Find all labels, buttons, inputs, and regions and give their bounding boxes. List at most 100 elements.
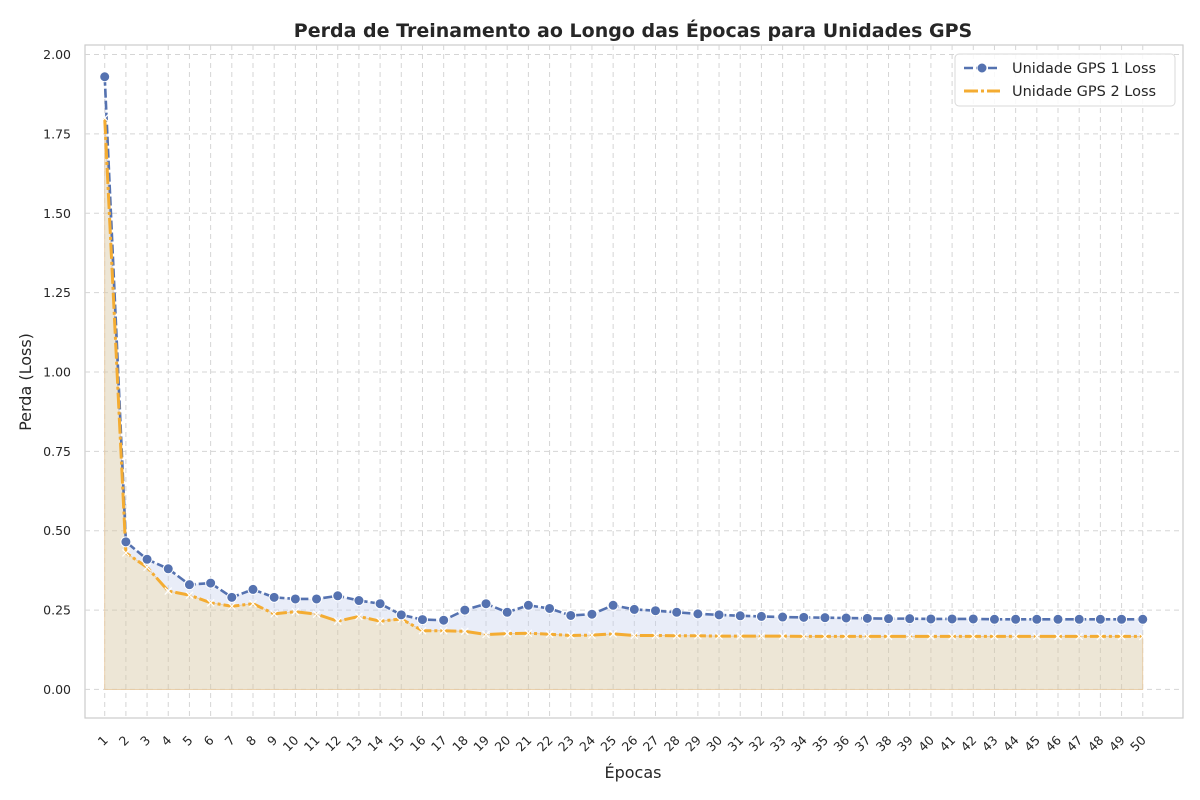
x-tick-label: 16 xyxy=(407,732,429,754)
x-marker-stroke xyxy=(460,627,469,636)
x-marker-stroke xyxy=(439,626,448,635)
x-tick-label: 7 xyxy=(222,733,238,749)
x-tick-label: 29 xyxy=(682,732,704,754)
x-marker-stroke xyxy=(757,632,766,641)
series-point-gps1 xyxy=(671,606,683,618)
x-tick-label: 24 xyxy=(576,732,598,754)
x-tick-label: 12 xyxy=(322,733,344,755)
series-point-gps2 xyxy=(1117,632,1126,641)
x-tick-label: 40 xyxy=(915,732,937,754)
x-marker-stroke xyxy=(206,598,215,607)
x-tick-label: 23 xyxy=(555,733,577,755)
y-tick-label: 2.00 xyxy=(43,47,71,62)
x-tick-label: 32 xyxy=(746,733,768,755)
series-point-gps2 xyxy=(672,631,681,640)
series-point-gps1 xyxy=(798,611,810,623)
x-tick-label: 17 xyxy=(428,733,450,755)
series-point-gps1 xyxy=(819,612,831,624)
series-point-gps2 xyxy=(121,549,130,557)
series-point-gps2 xyxy=(1011,632,1020,641)
series-point-gps2 xyxy=(312,610,321,619)
x-marker-stroke xyxy=(164,587,173,595)
series-point-gps1 xyxy=(522,599,534,611)
series-point-gps1 xyxy=(565,609,577,621)
x-marker-stroke xyxy=(609,629,618,638)
x-tick-label: 38 xyxy=(873,732,895,754)
x-tick-label: 18 xyxy=(449,732,471,754)
series-point-gps1 xyxy=(544,602,556,614)
x-tick-label: 50 xyxy=(1127,732,1149,754)
series-point-gps2 xyxy=(376,617,385,626)
series-point-gps2 xyxy=(1096,632,1105,641)
series-point-gps2 xyxy=(842,632,851,641)
y-axis-label: Perda (Loss) xyxy=(16,333,35,431)
x-marker-stroke xyxy=(926,632,935,641)
series-point-gps1 xyxy=(353,595,365,607)
x-tick-label: 27 xyxy=(640,733,662,755)
legend: Unidade GPS 1 Loss Unidade GPS 2 Loss xyxy=(954,53,1176,107)
series-point-gps1 xyxy=(162,563,174,575)
x-tick-label: 43 xyxy=(979,733,1001,755)
series-point-gps1 xyxy=(120,536,132,548)
series-point-gps2 xyxy=(757,632,766,641)
x-tick-label: 39 xyxy=(894,732,916,754)
series-point-gps2 xyxy=(249,599,257,608)
x-tick-label: 8 xyxy=(243,732,259,748)
x-marker-stroke xyxy=(524,629,533,638)
x-tick-label: 19 xyxy=(470,732,492,754)
x-marker-stroke xyxy=(905,632,914,641)
y-tick-labels: 0.00 0.25 0.50 0.75 1.00 1.25 1.50 1.75 2.00 xyxy=(43,47,71,697)
x-tick-label: 26 xyxy=(619,732,641,754)
x-marker-stroke xyxy=(418,626,427,635)
x-marker-stroke xyxy=(778,632,787,641)
x-tick-label: 47 xyxy=(1063,733,1085,755)
series-point-gps2 xyxy=(418,626,427,635)
x-tick-label: 42 xyxy=(958,733,980,755)
series-point-gps1 xyxy=(395,609,407,621)
series-point-gps2 xyxy=(1138,632,1147,641)
series-point-gps1 xyxy=(1116,613,1128,625)
x-tick-label: 34 xyxy=(788,732,810,754)
x-tick-label: 10 xyxy=(280,732,302,754)
x-marker-stroke xyxy=(121,549,130,557)
series-point-gps1 xyxy=(967,613,979,625)
series-point-gps2 xyxy=(778,632,787,641)
series-point-gps2 xyxy=(185,591,194,600)
series-point-gps1 xyxy=(141,553,153,565)
series-point-gps2 xyxy=(100,114,109,122)
series-point-gps1 xyxy=(416,614,428,626)
x-marker-stroke xyxy=(863,632,872,641)
series-point-gps1 xyxy=(904,613,916,625)
series-point-gps2 xyxy=(333,617,342,626)
series-point-gps1 xyxy=(226,591,238,603)
x-tick-label: 22 xyxy=(534,733,556,755)
series-point-gps2 xyxy=(715,632,723,641)
x-tick-label: 41 xyxy=(936,733,958,755)
series-point-gps2 xyxy=(905,632,914,641)
x-marker-stroke xyxy=(672,631,681,640)
x-marker-stroke xyxy=(566,631,575,640)
legend-box xyxy=(954,53,1176,107)
x-tick-label: 3 xyxy=(137,733,153,749)
series-point-gps1 xyxy=(205,577,217,589)
x-marker-stroke xyxy=(969,632,978,641)
legend-marker-gps1 xyxy=(976,62,988,74)
series-point-gps2 xyxy=(524,629,533,638)
x-tick-label: 2 xyxy=(116,733,132,749)
series-point-gps1 xyxy=(1010,613,1022,625)
series-point-gps2 xyxy=(503,629,512,638)
y-tick-label: 1.75 xyxy=(43,126,71,141)
series-point-gps1 xyxy=(650,605,662,617)
x-marker-stroke xyxy=(990,632,999,641)
x-marker-stroke xyxy=(354,612,363,621)
x-tick-label: 13 xyxy=(343,733,365,755)
series-point-gps1 xyxy=(883,613,895,625)
x-marker-stroke xyxy=(842,632,851,641)
x-marker-stroke xyxy=(651,631,660,640)
series-point-gps1 xyxy=(459,604,471,616)
series-point-gps2 xyxy=(990,632,999,641)
x-marker-stroke xyxy=(545,630,554,639)
series-point-gps1 xyxy=(332,590,344,602)
series-point-gps2 xyxy=(609,629,618,638)
